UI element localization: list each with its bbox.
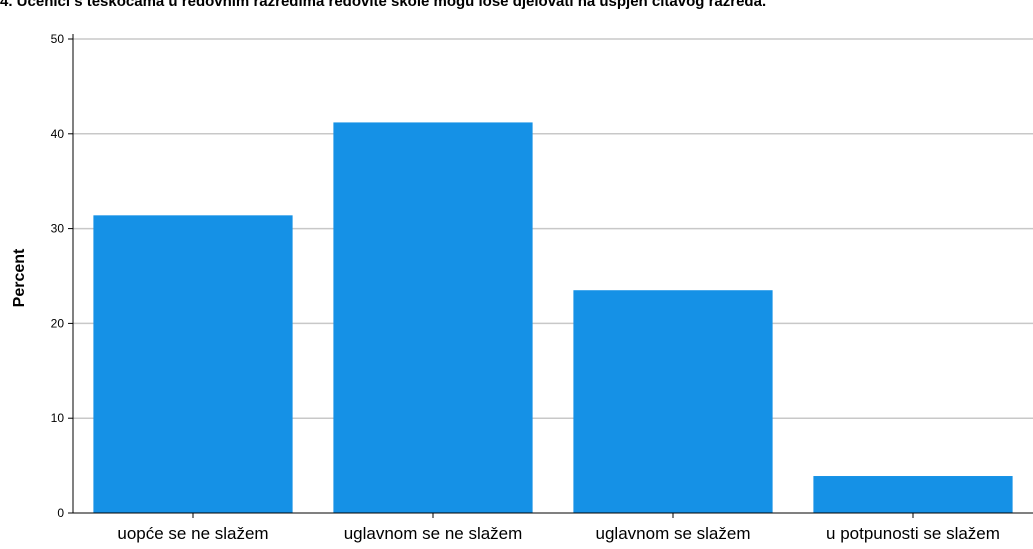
bars [93, 122, 1013, 513]
bar [813, 476, 1013, 513]
y-axis-label: Percent [11, 248, 28, 307]
x-tick-label: uopće se ne slažem [117, 524, 268, 543]
bar [333, 122, 533, 513]
x-tick-label: uglavnom se ne slažem [344, 524, 523, 543]
y-tick-label: 0 [57, 506, 64, 520]
x-tick-label: u potpunosti se slažem [826, 524, 1000, 543]
y-tick-label: 10 [51, 411, 65, 425]
y-tick-label: 20 [51, 316, 65, 330]
y-tick-label: 30 [51, 222, 65, 236]
bar [93, 215, 293, 513]
y-tick-label: 50 [51, 32, 65, 46]
tick-labels: 0 10 20 30 40 50 uopće se ne slažem uglavnom se… [51, 32, 1000, 543]
x-tick-label: uglavnom se slažem [596, 524, 751, 543]
chart-title: 4. Učenici s teškoćama u redovnim razred… [0, 0, 767, 10]
bar [573, 290, 773, 513]
y-tick-label: 40 [51, 127, 65, 141]
axes [68, 34, 1033, 518]
